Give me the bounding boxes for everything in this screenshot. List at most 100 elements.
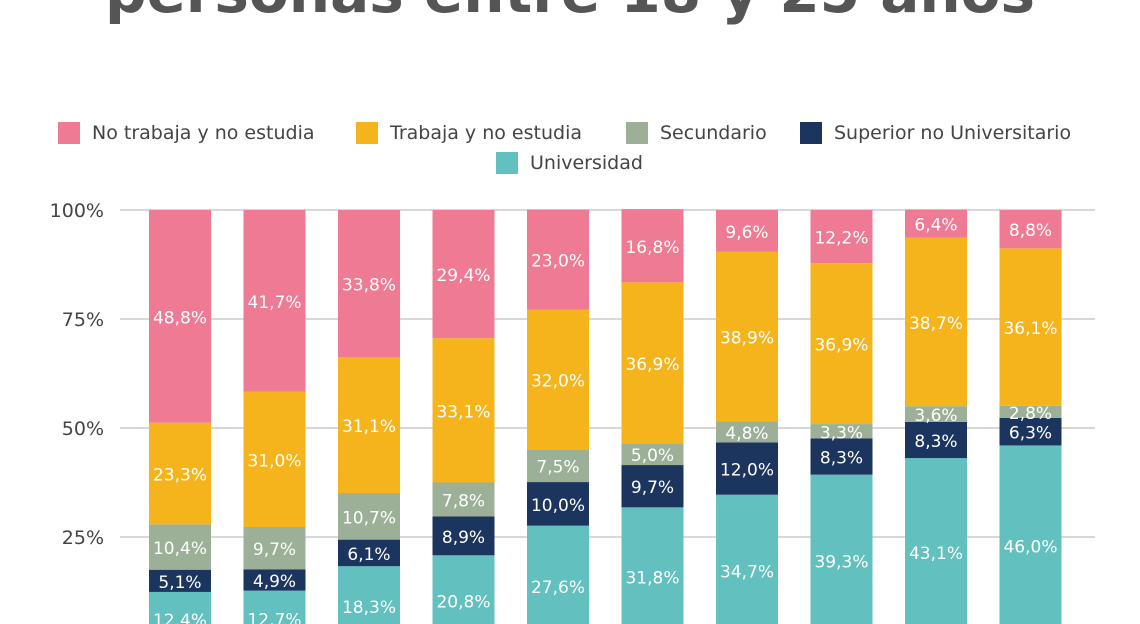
data-label: 38,7% — [909, 314, 963, 334]
data-label: 36,9% — [814, 336, 868, 356]
data-label: 34,7% — [720, 562, 774, 582]
data-label: 29,4% — [436, 266, 490, 286]
data-label: 27,6% — [531, 578, 585, 598]
data-label: 41,7% — [247, 293, 301, 313]
data-label: 18,3% — [342, 598, 396, 618]
data-label: 20,8% — [436, 593, 490, 613]
bar-segment — [810, 263, 873, 425]
bar-segment — [621, 282, 684, 444]
bar-segment — [432, 338, 495, 483]
data-label: 12,7% — [247, 610, 301, 624]
data-label: 6,3% — [1009, 424, 1052, 444]
legend-swatch — [626, 122, 648, 144]
bar-segment — [527, 449, 589, 483]
bar-segment — [716, 494, 778, 624]
data-label: 48,8% — [153, 308, 207, 328]
bar-segment — [810, 438, 873, 475]
bar-segment — [527, 209, 589, 310]
data-label: 39,3% — [814, 552, 868, 572]
bar-segment — [999, 417, 1062, 446]
bar-segment — [527, 482, 589, 526]
bar-segment — [905, 421, 967, 459]
data-label: 9,6% — [725, 223, 768, 243]
data-label: 2,8% — [1009, 404, 1052, 424]
bar-segment — [243, 569, 306, 591]
bar-segment — [243, 590, 306, 624]
bar-segment — [621, 507, 684, 624]
data-label: 5,1% — [158, 573, 201, 593]
data-label: 9,7% — [631, 478, 674, 498]
data-label: 7,5% — [536, 458, 579, 478]
bar-segment — [999, 445, 1062, 624]
bar-segment — [149, 569, 211, 592]
data-label: 5,0% — [631, 446, 674, 466]
data-label: 36,9% — [625, 355, 679, 375]
data-label: 12,0% — [720, 461, 774, 481]
legend-item: Trabaja y no estudia — [356, 122, 582, 144]
data-label: 7,8% — [442, 492, 485, 512]
bar-segment — [432, 516, 495, 556]
bar-segment — [527, 309, 589, 450]
legend-label: Trabaja y no estudia — [390, 122, 582, 144]
bar-segment — [432, 210, 495, 339]
bar-segment — [338, 492, 400, 540]
bar-segment — [905, 406, 967, 422]
data-label: 31,1% — [342, 417, 396, 437]
legend-swatch — [496, 152, 518, 174]
legend-label: Superior no Universitario — [834, 122, 1072, 144]
data-label: 4,9% — [253, 572, 296, 592]
data-label: 23,3% — [153, 466, 207, 486]
data-label: 31,0% — [247, 451, 301, 471]
bar-segment — [810, 424, 873, 439]
bar-segment — [621, 443, 684, 466]
bar-segment — [716, 442, 778, 495]
data-label: 8,9% — [442, 528, 485, 548]
bar-segment — [432, 555, 495, 624]
bar-segment — [243, 391, 306, 527]
data-label: 43,1% — [909, 544, 963, 564]
bar-segment — [149, 210, 211, 423]
data-label: 23,0% — [531, 252, 585, 272]
data-label: 36,1% — [1003, 319, 1057, 339]
bar-segment — [999, 405, 1062, 418]
legend-swatch — [800, 122, 822, 144]
y-tick-label: 25% — [62, 527, 104, 549]
bar-segment — [149, 422, 211, 525]
data-label: 12,2% — [814, 229, 868, 249]
y-tick-label: 100% — [50, 200, 104, 222]
bar-segment — [243, 526, 306, 570]
data-label: 33,1% — [436, 402, 490, 422]
bar-segment — [905, 237, 967, 407]
data-label: 6,1% — [347, 545, 390, 565]
data-label: 33,8% — [342, 276, 396, 296]
legend-item: Superior no Universitario — [800, 122, 1071, 144]
bar-segment — [621, 465, 684, 508]
bar-segment — [810, 474, 873, 624]
bar-segment — [716, 421, 778, 443]
legend-swatch — [356, 122, 378, 144]
bar-segment — [905, 209, 967, 238]
data-label: 16,8% — [625, 238, 679, 258]
data-label: 31,8% — [625, 569, 679, 589]
legend-label: Secundario — [660, 122, 767, 144]
data-label: 8,8% — [1009, 221, 1052, 241]
data-label: 8,3% — [914, 432, 957, 452]
legend-label: No trabaja y no estudia — [92, 122, 315, 144]
data-label: 8,3% — [820, 449, 863, 469]
legend-item: Universidad — [496, 152, 643, 174]
data-label: 32,0% — [531, 372, 585, 392]
legend-item: No trabaja y no estudia — [58, 122, 315, 144]
data-label: 4,8% — [725, 424, 768, 444]
bar-segment — [999, 210, 1062, 249]
data-label: 3,6% — [914, 406, 957, 426]
chart-title: personas entre 18 y 25 años — [0, 0, 1140, 26]
bar-segment — [338, 566, 400, 624]
bar-segment — [716, 210, 778, 252]
bar-segment — [338, 210, 400, 358]
y-tick-label: 50% — [62, 418, 104, 440]
bar-segment — [999, 248, 1062, 406]
bar-segment — [527, 525, 589, 624]
bar-segment — [149, 524, 211, 570]
bar-segment — [338, 357, 400, 493]
